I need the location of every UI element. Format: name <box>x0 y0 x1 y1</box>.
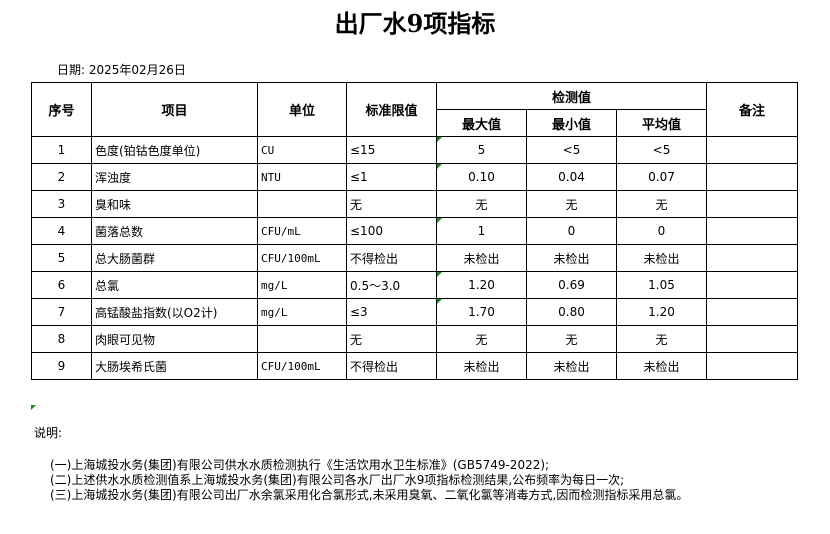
cell-max: 未检出 <box>436 244 527 272</box>
cell-remark <box>706 136 798 164</box>
header-max: 最大值 <box>436 109 527 137</box>
cell-unit: CFU/mL <box>257 217 347 245</box>
cell-no: 5 <box>31 244 92 272</box>
cell-item: 肉眼可见物 <box>91 325 258 353</box>
cell-limit: 不得检出 <box>346 352 437 380</box>
table-row: 8 肉眼可见物无无无无 <box>31 325 798 353</box>
cell-limit: ≤15 <box>346 136 437 164</box>
cell-max: 未检出 <box>436 352 527 380</box>
cell-remark <box>706 271 798 299</box>
cell-min: 0 <box>526 217 617 245</box>
cell-min: 0.69 <box>526 271 617 299</box>
note-3: (三)上海城投水务(集团)有限公司出厂水余氯采用化合氯形式,未采用臭氧、二氧化氯… <box>50 488 689 502</box>
cell-item: 总氯 <box>91 271 258 299</box>
cell-marker <box>31 405 36 410</box>
cell-max: 1.20 <box>436 271 527 299</box>
cell-min: <5 <box>526 136 617 164</box>
cell-remark <box>706 298 798 326</box>
table-row: 9 大肠埃希氏菌 CFU/100mL 不得检出 未检出 未检出 未检出 <box>31 352 798 380</box>
header-limit: 标准限值 <box>346 82 437 137</box>
cell-no: 8 <box>31 325 92 353</box>
header-detect: 检测值 <box>436 82 707 110</box>
header-min: 最小值 <box>526 109 617 137</box>
header-item: 项目 <box>91 82 258 137</box>
cell-no: 3 <box>31 190 92 218</box>
cell-no: 6 <box>31 271 92 299</box>
table-row: 1 色度(铂钴色度单位) CU ≤15 5 <5 <5 <box>31 136 798 164</box>
cell-unit: NTU <box>257 163 347 191</box>
cell-remark <box>706 244 798 272</box>
cell-avg: 0.07 <box>616 163 707 191</box>
cell-unit: CFU/100mL <box>257 352 347 380</box>
cell-remark <box>706 352 798 380</box>
cell-max: 无 <box>436 190 527 218</box>
cell-remark <box>706 217 798 245</box>
notes-label: 说明: <box>34 426 63 440</box>
cell-no: 2 <box>31 163 92 191</box>
cell-no: 1 <box>31 136 92 164</box>
cell-limit: 无 <box>346 190 437 218</box>
cell-min: 未检出 <box>526 244 617 272</box>
cell-min: 0.80 <box>526 298 617 326</box>
header-avg: 平均值 <box>616 109 707 137</box>
cell-avg: 1.20 <box>616 298 707 326</box>
cell-item: 总大肠菌群 <box>91 244 258 272</box>
cell-limit: 无 <box>346 325 437 353</box>
cell-remark <box>706 163 798 191</box>
cell-no: 4 <box>31 217 92 245</box>
cell-unit <box>257 190 347 218</box>
cell-item: 浑浊度 <box>91 163 258 191</box>
cell-item: 色度(铂钴色度单位) <box>91 136 258 164</box>
cell-remark <box>706 190 798 218</box>
table-row: 7 高锰酸盐指数(以O2计) mg/L ≤3 1.70 0.80 1.20 <box>31 298 798 326</box>
cell-avg: 无 <box>616 325 707 353</box>
table-row: 3 臭和味无无无无 <box>31 190 798 218</box>
cell-avg: 无 <box>616 190 707 218</box>
cell-unit: CU <box>257 136 347 164</box>
cell-item: 臭和味 <box>91 190 258 218</box>
cell-item: 菌落总数 <box>91 217 258 245</box>
header-unit: 单位 <box>257 82 347 137</box>
cell-no: 7 <box>31 298 92 326</box>
table-row: 5 总大肠菌群 CFU/100mL 不得检出 未检出 未检出 未检出 <box>31 244 798 272</box>
cell-limit: 不得检出 <box>346 244 437 272</box>
cell-item: 大肠埃希氏菌 <box>91 352 258 380</box>
cell-avg: 0 <box>616 217 707 245</box>
cell-max: 0.10 <box>436 163 527 191</box>
cell-unit: CFU/100mL <box>257 244 347 272</box>
cell-min: 无 <box>526 325 617 353</box>
cell-avg: 未检出 <box>616 244 707 272</box>
cell-min: 0.04 <box>526 163 617 191</box>
cell-limit: ≤100 <box>346 217 437 245</box>
table-row: 6 总氯 mg/L 0.5～3.0 1.20 0.69 1.05 <box>31 271 798 299</box>
cell-avg: 未检出 <box>616 352 707 380</box>
cell-limit: ≤3 <box>346 298 437 326</box>
table-row: 2 浑浊度 NTU ≤1 0.10 0.04 0.07 <box>31 163 798 191</box>
cell-limit: 0.5～3.0 <box>346 271 437 299</box>
cell-min: 未检出 <box>526 352 617 380</box>
cell-max: 1.70 <box>436 298 527 326</box>
cell-item: 高锰酸盐指数(以O2计) <box>91 298 258 326</box>
cell-limit: ≤1 <box>346 163 437 191</box>
cell-unit: mg/L <box>257 271 347 299</box>
cell-max: 无 <box>436 325 527 353</box>
cell-no: 9 <box>31 352 92 380</box>
cell-min: 无 <box>526 190 617 218</box>
cell-avg: 1.05 <box>616 271 707 299</box>
header-remark: 备注 <box>706 82 798 137</box>
cell-avg: <5 <box>616 136 707 164</box>
note-1: (一)上海城投水务(集团)有限公司供水水质检测执行《生活饮用水卫生标准》(GB5… <box>50 458 550 472</box>
header-no: 序号 <box>31 82 92 137</box>
cell-unit: mg/L <box>257 298 347 326</box>
cell-max: 5 <box>436 136 527 164</box>
page-title: 出厂水9项指标 <box>334 9 496 38</box>
table-row: 4 菌落总数 CFU/mL ≤100 1 0 0 <box>31 217 798 245</box>
date-label: 日期: 2025年02月26日 <box>57 63 186 77</box>
cell-max: 1 <box>436 217 527 245</box>
note-2: (二)上述供水水质检测值系上海城投水务(集团)有限公司各水厂出厂水9项指标检测结… <box>50 473 625 487</box>
cell-remark <box>706 325 798 353</box>
cell-unit <box>257 325 347 353</box>
water-quality-table: 序号 项目 单位 标准限值 检测值 备注 最大值 最小值 平均值 1 色度(铂钴色… <box>31 82 798 380</box>
